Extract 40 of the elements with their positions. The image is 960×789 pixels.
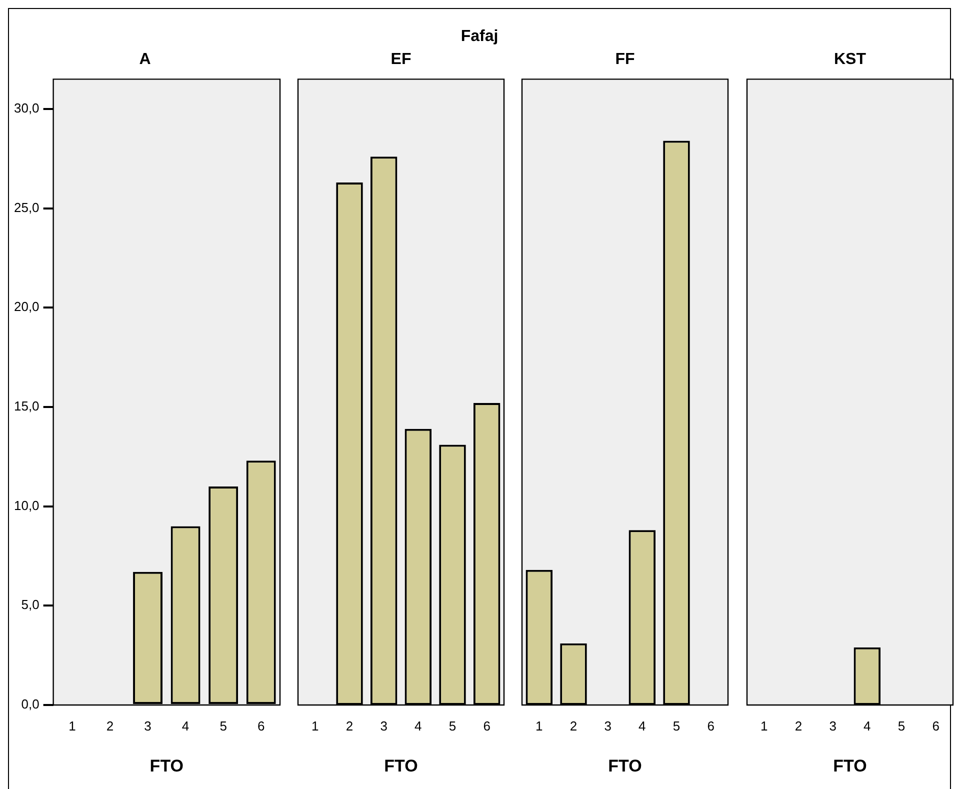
x-tick-label: 4 (182, 718, 190, 734)
x-tick-label: 5 (672, 718, 680, 734)
chart-title: EF (390, 51, 412, 68)
y-tick-label: 10,0 (14, 498, 40, 513)
x-tick-label: 4 (864, 718, 871, 734)
x-tick-label: 3 (604, 718, 612, 734)
x-axis-title: FTO (608, 756, 642, 776)
y-tick-label: 15,0 (14, 398, 40, 414)
x-tick-label: 2 (570, 718, 578, 734)
x-tick-label: 4 (414, 718, 422, 734)
x-tick-label: 5 (220, 718, 227, 734)
x-tick-label: 4 (638, 718, 646, 734)
x-tick-label: 5 (898, 718, 906, 734)
x-tick-label: 3 (829, 718, 836, 734)
x-tick-label: 2 (794, 718, 802, 734)
y-tick-label: 25,0 (14, 200, 40, 215)
x-tick-label: 3 (144, 718, 152, 734)
x-tick-label: 6 (257, 718, 265, 734)
y-tick-label: 20,0 (14, 299, 40, 314)
x-axis-title: FTO (833, 756, 867, 776)
chart-title: FF (615, 51, 635, 68)
x-tick-label: 1 (68, 718, 76, 734)
chart-title: KST (834, 51, 866, 68)
chart-title: A (139, 51, 152, 68)
x-axis-title: FTO (384, 756, 418, 776)
text: Fafaj (460, 28, 500, 46)
x-tick-label: 1 (760, 718, 768, 734)
x-tick-label: 3 (380, 718, 388, 734)
x-tick-label: 1 (536, 718, 543, 734)
y-tick-label: 30,0 (14, 100, 40, 116)
x-tick-label: 6 (483, 718, 490, 734)
x-tick-label: 2 (106, 718, 114, 734)
y-tick-label: 5,0 (21, 597, 40, 612)
x-axis-title: FTO (150, 756, 184, 776)
x-tick-label: 5 (448, 718, 456, 734)
x-tick-label: 6 (707, 718, 714, 734)
x-tick-label: 1 (312, 718, 319, 734)
x-tick-label: 2 (346, 718, 354, 734)
x-tick-label: 6 (932, 718, 940, 734)
y-tick-label: 0,0 (21, 696, 40, 712)
